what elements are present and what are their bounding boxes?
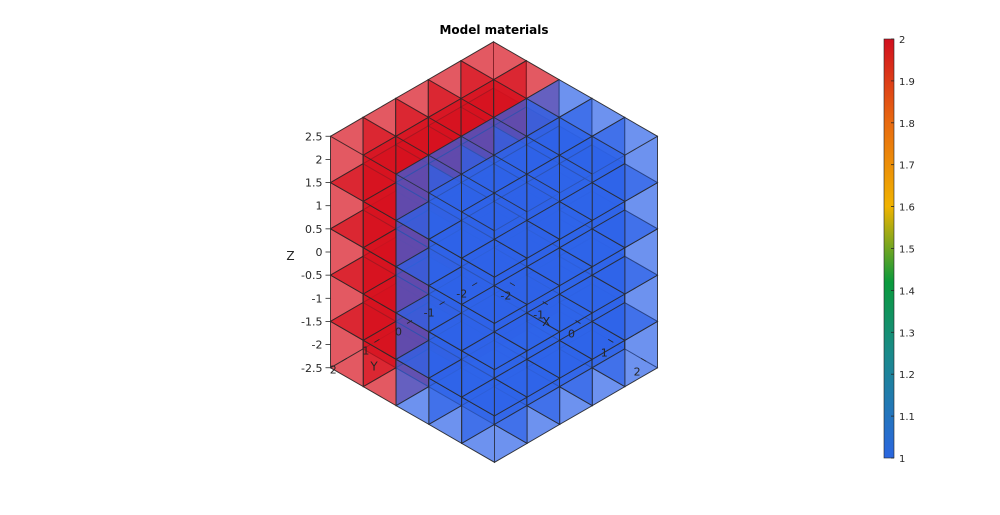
- y-tick-label: -1: [424, 307, 435, 320]
- x-tick-label: -2: [500, 290, 511, 303]
- colorbar-tick-label: 1.2: [899, 370, 915, 381]
- tick-mark: [640, 357, 647, 362]
- tick-mark: [439, 301, 445, 305]
- z-tick-label: -0.5: [301, 269, 322, 282]
- axes: 2.5 2 1.5 1 0.5 0 -0.5 -1 -1.5 -2 -2.5 Z 2 1 0 -1 -2 Y -2 -…: [286, 130, 647, 378]
- z-tick-label: -1: [312, 292, 323, 305]
- colorbar-tick-label: 1.3: [899, 328, 915, 339]
- colorbar-tick-label: 1.9: [899, 77, 915, 88]
- tick-mark: [575, 320, 581, 324]
- z-tick-label: 0: [316, 246, 323, 259]
- colorbar-tick-label: 1.4: [899, 286, 915, 297]
- x-tick-label: 1: [601, 346, 608, 359]
- z-tick-label: 2.5: [305, 130, 323, 143]
- tick-mark: [471, 282, 478, 287]
- y-tick-label: -2: [456, 288, 467, 301]
- colorbar-ticks: 2 1.9 1.8 1.7 1.6 1.5 1.4 1.3 1.2 1.1 1: [891, 35, 915, 465]
- voxel-model: [329, 41, 659, 464]
- colorbar-tick-label: 1.6: [899, 203, 915, 214]
- colorbar: 2 1.9 1.8 1.7 1.6 1.5 1.4 1.3 1.2 1.1 1: [883, 35, 915, 465]
- tick-mark: [406, 320, 413, 324]
- z-tick-label: 2: [316, 153, 323, 166]
- z-tick-label: 1: [316, 200, 323, 213]
- colorbar-tick-label: 1.8: [899, 119, 915, 130]
- z-tick-label: -2.5: [301, 362, 322, 375]
- x-tick-label: 0: [568, 328, 575, 341]
- z-tick-label: 1.5: [305, 177, 323, 190]
- z-tick-label: 0.5: [305, 223, 323, 236]
- colorbar-tick-label: 1.1: [899, 412, 915, 423]
- y-tick-label: 2: [330, 363, 337, 376]
- tick-mark: [374, 339, 380, 343]
- y-tick-label: 0: [395, 326, 402, 339]
- y-tick-label: 1: [362, 344, 369, 357]
- tick-mark: [542, 301, 548, 305]
- z-tick-label: -2: [312, 339, 323, 352]
- x-tick-label: 2: [634, 365, 641, 378]
- x-tick-label: -1: [533, 309, 544, 322]
- tick-mark: [341, 357, 348, 362]
- colorbar-tick-label: 2: [899, 35, 905, 46]
- chart-title: Model materials: [439, 23, 548, 37]
- colorbar-tick-label: 1.5: [899, 245, 915, 256]
- voxel-face: [591, 116, 659, 156]
- colorbar-tick-label: 1.7: [899, 161, 915, 172]
- colorbar-tick-label: 1: [899, 454, 905, 465]
- x-axis-label: X: [542, 315, 550, 329]
- z-axis-label: Z: [286, 249, 294, 263]
- z-tick-label: -1.5: [301, 315, 322, 328]
- tick-mark: [509, 282, 516, 287]
- tick-mark: [608, 339, 614, 343]
- y-axis-label: Y: [369, 360, 378, 374]
